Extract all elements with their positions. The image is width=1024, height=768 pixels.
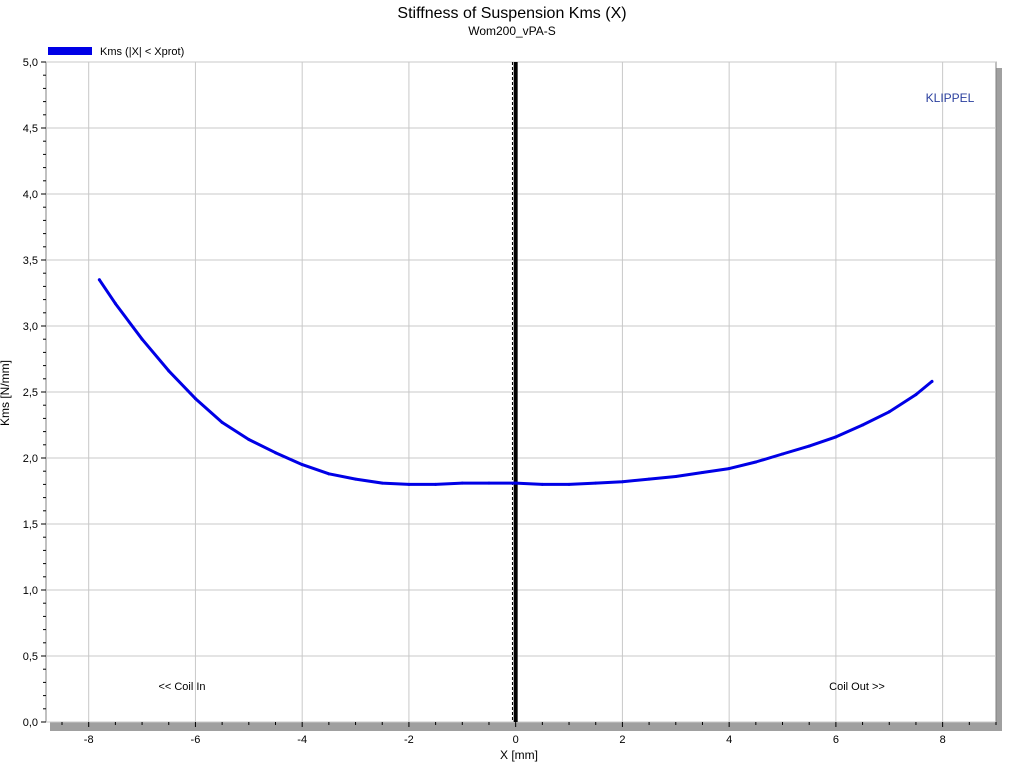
x-tick-label: 2 bbox=[619, 734, 625, 746]
kms-data-point bbox=[273, 451, 277, 455]
plot-frame-shadow-bottom bbox=[50, 722, 1002, 731]
kms-data-point bbox=[460, 481, 464, 485]
kms-data-point bbox=[700, 471, 704, 475]
x-tick-label: 6 bbox=[833, 734, 839, 746]
kms-data-point bbox=[861, 423, 865, 427]
kms-data-point bbox=[487, 481, 491, 485]
brand-label: KLIPPEL bbox=[926, 91, 975, 105]
kms-data-point bbox=[620, 480, 624, 484]
kms-data-point bbox=[514, 481, 518, 485]
kms-data-point bbox=[434, 482, 438, 486]
kms-data-point bbox=[781, 452, 785, 456]
legend-swatch bbox=[48, 47, 92, 55]
kms-data-point bbox=[354, 477, 358, 481]
kms-data-point bbox=[407, 482, 411, 486]
series bbox=[97, 278, 934, 486]
y-tick-label: 3,0 bbox=[23, 321, 38, 333]
kms-data-point bbox=[140, 337, 144, 341]
kms-data-point bbox=[727, 467, 731, 471]
kms-data-point bbox=[193, 397, 197, 401]
x-tick-label: -8 bbox=[84, 734, 94, 746]
kms-data-point bbox=[674, 474, 678, 478]
kms-data-point bbox=[834, 435, 838, 439]
x-tick-label: -2 bbox=[404, 734, 414, 746]
kms-data-point bbox=[113, 302, 117, 306]
tick-labels: -8 -6 -4 -2 0 2 4 6 8 0,0 0,5 1,0 1,5 2,0 2,5 3,0 3,5 4,0… bbox=[23, 57, 946, 746]
y-tick-label: 4,0 bbox=[23, 189, 38, 201]
kms-data-point bbox=[97, 278, 101, 282]
kms-data-point bbox=[220, 420, 224, 424]
kms-data-point bbox=[327, 472, 331, 476]
chart-subtitle: Wom200_vPA-S bbox=[468, 24, 556, 38]
x-axis-label: X [mm] bbox=[500, 748, 538, 762]
kms-data-point bbox=[380, 481, 384, 485]
chart-title: Stiffness of Suspension Kms (X) bbox=[397, 5, 626, 22]
grid bbox=[46, 61, 996, 723]
kms-data-point bbox=[647, 477, 651, 481]
kms-data-point bbox=[300, 463, 304, 467]
kms-data-point bbox=[754, 460, 758, 464]
plot-frame-shadow bbox=[996, 68, 1002, 731]
x-tick-label: 0 bbox=[513, 734, 519, 746]
reference-lines bbox=[511, 62, 518, 722]
y-tick-label: 1,5 bbox=[23, 519, 38, 531]
kms-data-point bbox=[247, 438, 251, 442]
y-axis-label: Kms [N/mm] bbox=[0, 360, 12, 426]
y-tick-label: 2,5 bbox=[23, 387, 38, 399]
y-tick-label: 3,5 bbox=[23, 255, 38, 267]
kms-data-point bbox=[540, 482, 544, 486]
x-tick-label: 8 bbox=[940, 734, 946, 746]
y-tick-label: 1,0 bbox=[23, 585, 38, 597]
kms-data-point bbox=[930, 379, 934, 383]
x-tick-label: -6 bbox=[191, 734, 201, 746]
kms-data-point bbox=[807, 444, 811, 448]
coil-in-label: << Coil In bbox=[158, 681, 205, 693]
y-tick-label: 2,0 bbox=[23, 453, 38, 465]
x-tick-label: -4 bbox=[297, 734, 307, 746]
kms-data-point bbox=[887, 410, 891, 414]
ticks bbox=[41, 61, 997, 727]
kms-data-point bbox=[167, 369, 171, 373]
legend-label: Kms (|X| < Xprot) bbox=[100, 46, 184, 58]
kms-data-point bbox=[567, 482, 571, 486]
y-tick-label: 5,0 bbox=[23, 57, 38, 69]
x-tick-label: 4 bbox=[726, 734, 732, 746]
y-tick-label: 0,0 bbox=[23, 717, 38, 729]
coil-out-label: Coil Out >> bbox=[829, 681, 885, 693]
kms-data-point bbox=[594, 481, 598, 485]
y-tick-label: 0,5 bbox=[23, 651, 38, 663]
y-tick-label: 4,5 bbox=[23, 123, 38, 135]
kms-data-point bbox=[914, 393, 918, 397]
